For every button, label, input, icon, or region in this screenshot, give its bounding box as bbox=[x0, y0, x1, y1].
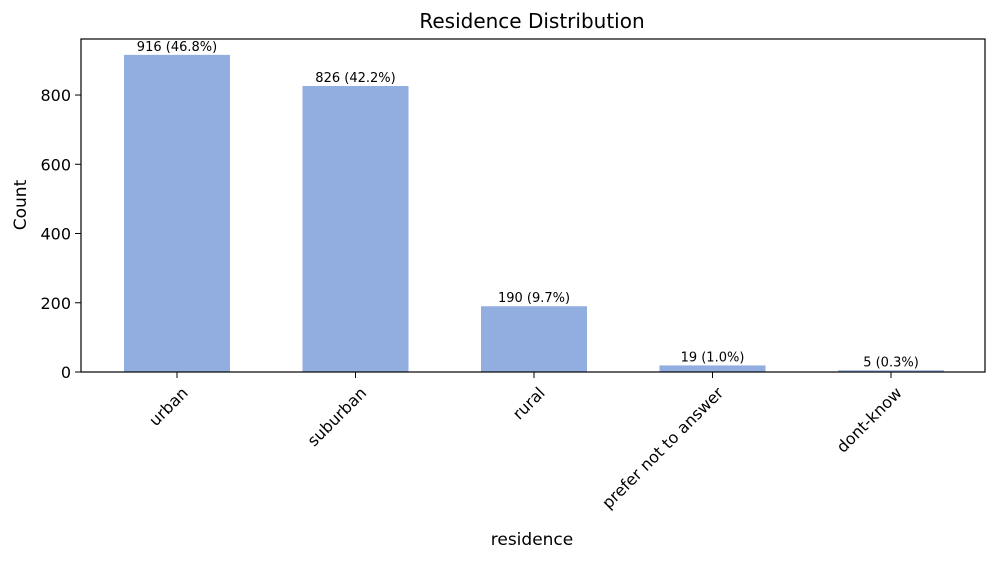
plot-frame bbox=[80, 38, 986, 373]
bar-prefer-not-to-answer bbox=[659, 365, 766, 372]
bar-rural bbox=[481, 306, 587, 372]
y-tick-label: 200 bbox=[40, 294, 71, 313]
data-label-suburban: 826 (42.2%) bbox=[315, 71, 395, 86]
x-tick-label: suburban bbox=[303, 383, 370, 450]
data-label-rural: 190 (9.7%) bbox=[498, 291, 570, 306]
data-labels-group: 916 (46.8%) 826 (42.2%) 190 (9.7%) 19 (1.0%… bbox=[137, 40, 919, 370]
y-axis-label: Count bbox=[11, 179, 31, 230]
data-label-prefer-not-to-answer: 19 (1.0%) bbox=[681, 350, 745, 365]
y-tick-label: 400 bbox=[40, 225, 71, 244]
x-tick-label: prefer not to answer bbox=[598, 383, 727, 512]
y-tick-label: 800 bbox=[40, 86, 71, 105]
y-tick-label: 0 bbox=[61, 363, 71, 382]
data-label-urban: 916 (46.8%) bbox=[137, 40, 217, 55]
bar-urban bbox=[124, 54, 230, 372]
x-axis: urban suburban rural prefer not to answer do… bbox=[145, 372, 906, 512]
bar-dont-know bbox=[838, 370, 944, 372]
data-label-dont-know: 5 (0.3%) bbox=[863, 355, 919, 370]
y-tick-label: 600 bbox=[40, 155, 71, 174]
bar-suburban bbox=[302, 86, 409, 373]
x-axis-label: residence bbox=[491, 530, 574, 550]
bars-group bbox=[124, 54, 944, 373]
x-tick-label: dont-know bbox=[833, 383, 906, 456]
x-tick-label: urban bbox=[145, 383, 192, 430]
y-axis: 0 200 400 600 800 bbox=[40, 86, 81, 382]
chart-title: Residence Distribution bbox=[419, 9, 644, 33]
x-tick-label: rural bbox=[509, 383, 549, 423]
